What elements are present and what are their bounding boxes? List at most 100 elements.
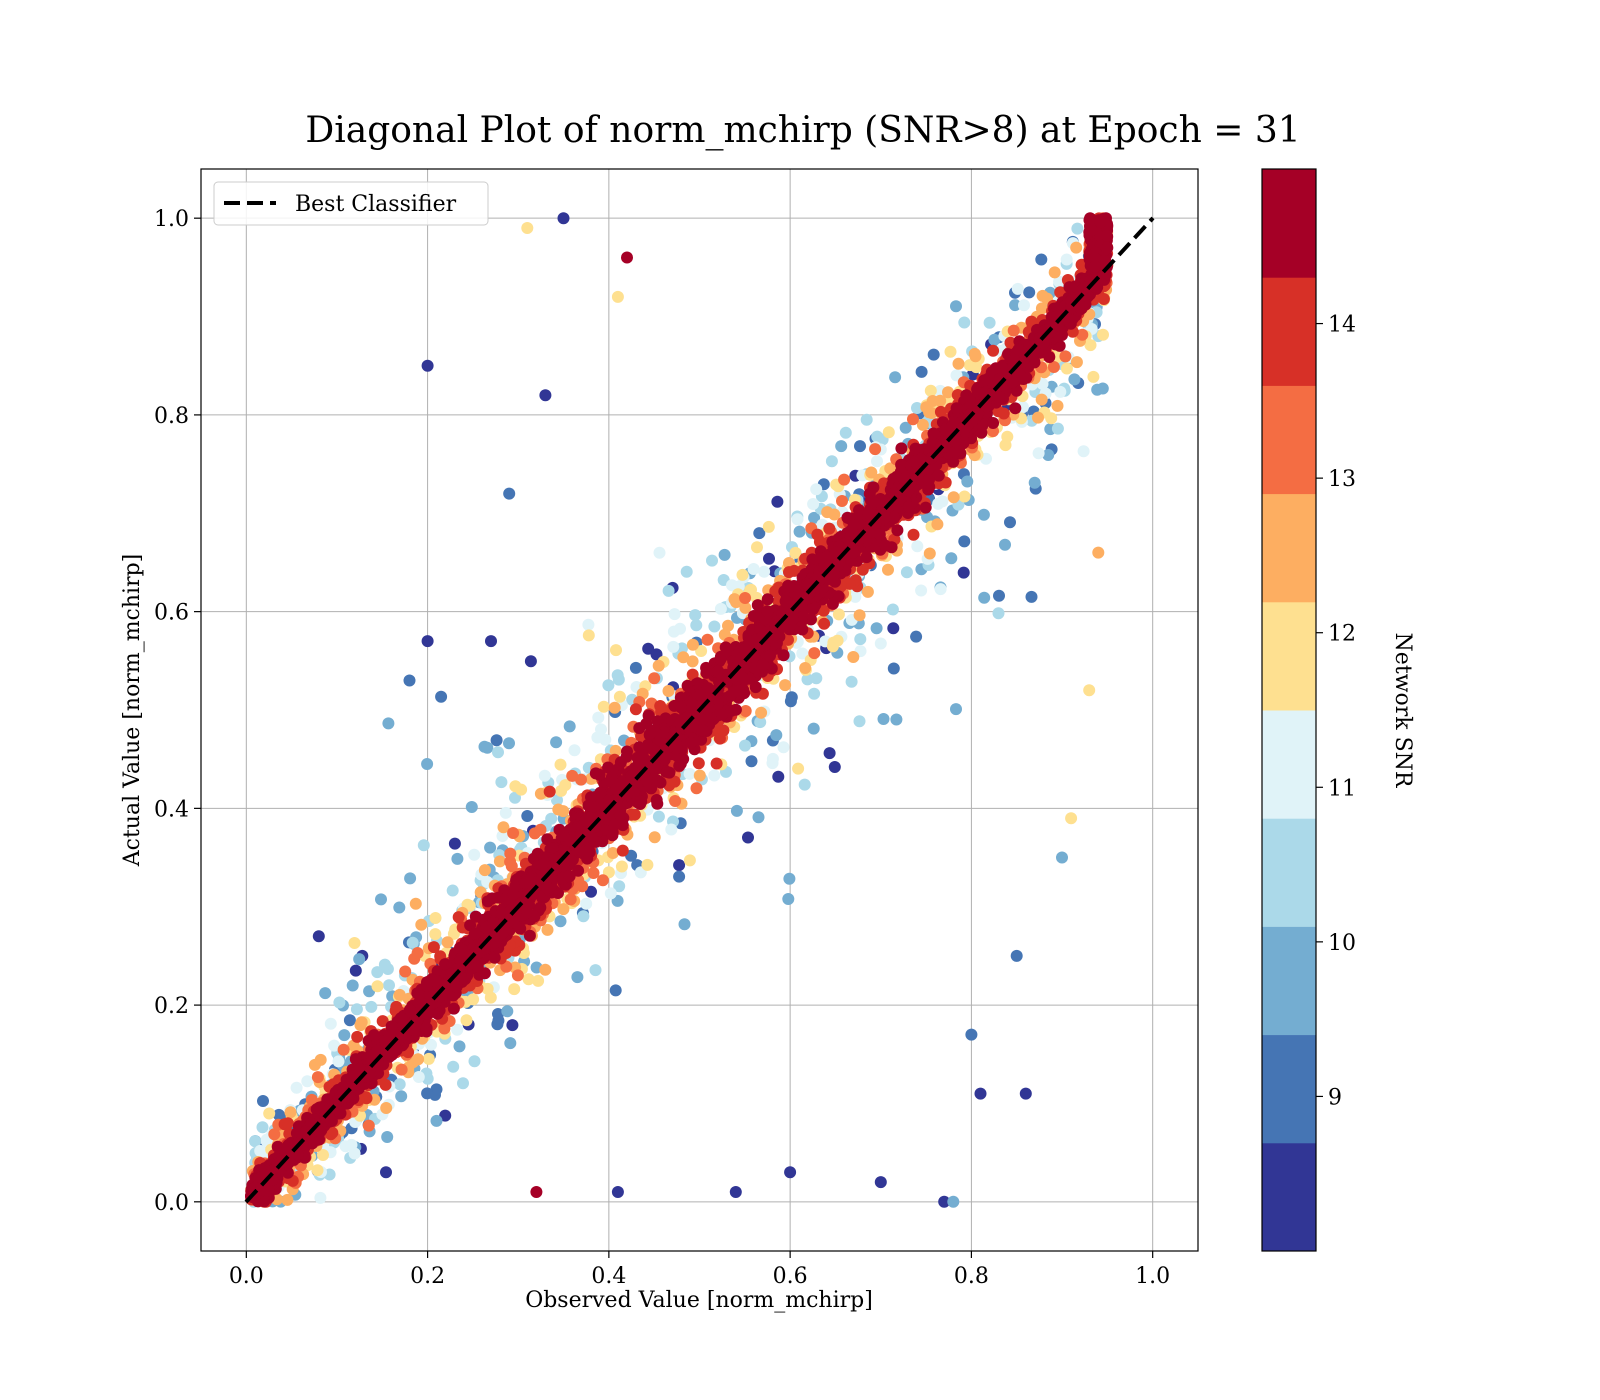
scatter-point [457,1077,469,1090]
scatter-point [999,538,1011,551]
scatter-point [823,522,836,535]
scatter-point [823,747,836,760]
scatter-point [495,776,508,789]
scatter-point [628,808,641,821]
scatter-point [832,608,845,621]
scatter-point [958,490,971,503]
scatter-point [412,1053,425,1066]
scatter-point [695,733,708,746]
scatter-point [678,918,691,931]
scatter-point [870,622,883,635]
scatter-point [338,1029,351,1042]
scatter-point [539,389,552,402]
scatter-point [606,847,619,859]
scatter-point [589,964,602,977]
scatter-point [324,1017,337,1030]
scatter-point [481,741,494,754]
scatter-point [404,872,417,885]
scatter-point [958,535,971,548]
scatter-point [508,983,521,996]
scatter-point [690,619,703,632]
scatter-point [596,874,609,887]
scatter-point [421,758,434,770]
scatter-point [662,685,675,697]
scatter-point [882,426,895,439]
scatter-point [717,724,730,737]
scatter-point [879,539,892,552]
scatter-point [421,1072,434,1085]
scatter-point [467,993,480,1006]
scatter-point [317,1149,329,1161]
scatter-point [874,1176,887,1189]
scatter-point [739,601,752,614]
scatter-point [429,912,442,924]
scatter-point [375,893,387,906]
scatter-point [608,701,621,714]
scatter-point [1035,253,1048,266]
scatter-point [695,645,708,657]
scatter-point [371,966,384,979]
scatter-point [532,974,545,987]
scatter-point [751,599,764,612]
scatter-point [668,608,681,621]
scatter-point [557,212,570,225]
scatter-point [821,506,834,519]
scatter-point [686,655,699,668]
scatter-point [1092,546,1105,559]
scatter-point [312,930,325,943]
scatter-point [652,659,665,672]
scatter-point [1077,445,1090,458]
scatter-point [1035,393,1048,406]
scatter-point [478,864,491,877]
scatter-point [651,797,664,810]
scatter-point [722,619,734,632]
scatter-point [332,1055,345,1068]
scatter-point [451,852,464,865]
scatter-point [441,936,454,949]
scatter-point [333,996,346,1009]
scatter-point [936,495,949,508]
scatter-point [882,563,894,576]
scatter-point [355,1016,368,1029]
scatter-point [871,430,884,443]
scatter-point [1019,1087,1032,1100]
scatter-point [493,855,506,868]
scatter-point [673,870,686,883]
scatter-point [615,860,628,873]
scatter-point [541,923,554,936]
scatter-point [491,1018,504,1031]
scatter-point [376,1015,389,1028]
scatter-point [641,858,654,871]
scatter-point [911,402,923,414]
scatter-point [736,568,749,581]
scatter-point [597,700,610,713]
scatter-point [430,1083,443,1096]
scatter-point [522,973,535,986]
scatter-point [351,1030,364,1043]
scatter-point [742,831,754,844]
scatter-point [254,1144,267,1157]
scatter-point [599,733,612,746]
scatter-point [650,648,663,661]
scatter-point [758,565,771,578]
scatter-point [919,501,932,514]
scatter-point [801,673,814,686]
scatter-point [611,1186,624,1198]
scatter-point [563,720,576,733]
scatter-point [612,673,625,686]
scatter-point [965,1028,978,1041]
scatter-point [383,979,395,992]
scatter-point [314,1053,327,1066]
scatter-point [865,466,878,479]
scatter-point [541,833,554,846]
scatter-point [534,823,547,836]
scatter-point [915,584,928,597]
scatter-point [311,1164,324,1177]
scatter-point [348,937,361,949]
scatter-point [421,635,434,648]
scatter-point [451,1023,464,1036]
scatter-point [755,706,768,719]
scatter-point [849,590,862,603]
scatter-point [263,1107,276,1120]
scatter-point [1036,289,1049,302]
